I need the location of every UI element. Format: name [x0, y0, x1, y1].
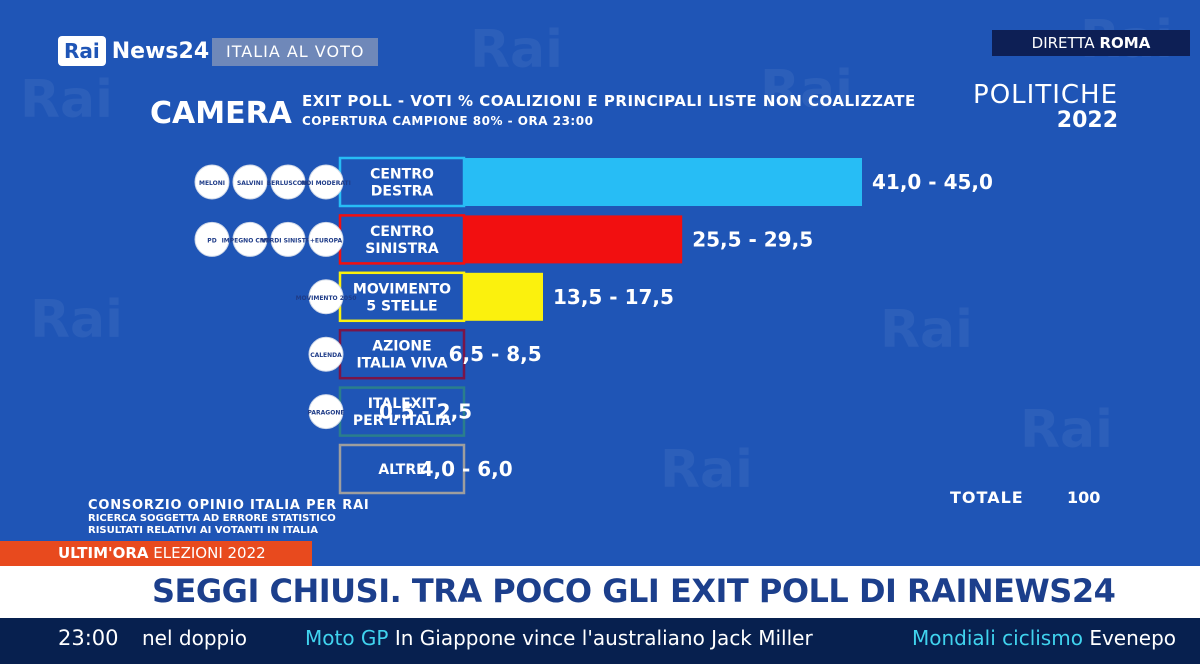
bar-category-label: ITALEXIT: [368, 396, 437, 412]
party-logo-text: PARAGONE: [308, 410, 345, 417]
party-logo-icon: [232, 164, 268, 200]
chamber-title: CAMERA: [150, 96, 292, 131]
crawl-item-topic: Mondiali ciclismo: [912, 626, 1083, 650]
bar-category-label: DESTRA: [371, 184, 434, 200]
event-year: 2022: [1056, 108, 1118, 133]
bar-category-label: AZIONE: [372, 339, 431, 355]
party-logo-icon: [308, 279, 344, 315]
crawl-item-text: nel doppio: [142, 626, 248, 650]
party-logo-text: MOVIMENTO 2050: [296, 295, 357, 302]
party-logo-icon: [194, 164, 230, 200]
live-prefix: DIRETTA: [1031, 34, 1095, 52]
event-title: POLITICHE: [973, 80, 1118, 110]
bar-label-box: [338, 156, 466, 208]
party-logo-text: SALVINI: [237, 180, 263, 187]
live-tag: DIRETTA ROMA: [992, 30, 1190, 56]
logo-news-text: News24: [111, 38, 210, 64]
breaking-news-tag: ULTIM'ORA ELEZIONI 2022: [0, 541, 312, 566]
bar-category-label: CENTRO: [370, 224, 434, 240]
bar-label-box: [338, 386, 466, 437]
crawl-item-text: In Giappone vince l'australiano Jack Mil…: [394, 626, 813, 650]
bar-value-label: 13,5 - 17,5: [553, 285, 674, 309]
bar-category-label: ITALIA VIVA: [356, 356, 447, 372]
party-logo-icon: [194, 221, 230, 257]
bar-category-label: MOVIMENTO: [353, 281, 451, 297]
poll-source: CONSORZIO OPINIO ITALIA PER RAI: [88, 498, 370, 513]
party-logo-text: MELONI: [199, 180, 225, 187]
crawl-item: Moto GP In Giappone vince l'australiano …: [305, 626, 813, 650]
party-logo-text: BERLUSCONI: [267, 180, 310, 187]
party-logo-text: IMPEGNO CIVICO: [222, 237, 279, 244]
chart-coverage: COPERTURA CAMPIONE 80% - ORA 23:00: [302, 114, 594, 128]
bar-category-label: ALTRE: [378, 462, 425, 478]
party-logo-text: CALENDA: [310, 352, 342, 359]
clock: 23:00: [58, 626, 119, 650]
bar-value-label: 0,5 - 2,5: [379, 400, 472, 424]
party-logo-icon: [308, 164, 344, 200]
bar-category-label: PER L'ITALIA: [353, 413, 451, 429]
live-city: ROMA: [1099, 34, 1151, 52]
bar-category-label: CENTRO: [370, 167, 434, 183]
logo-rai-text: Rai: [58, 36, 106, 66]
party-logo-icon: [308, 394, 344, 430]
crawl-item: Mondiali ciclismo Evenepo: [912, 626, 1176, 650]
bar-label-box: [338, 214, 466, 265]
bar-category-label: 5 STELLE: [366, 298, 437, 314]
crawl-item-topic: Moto GP: [305, 626, 389, 650]
bar-label-box: [338, 328, 466, 380]
party-logo-icon: [270, 221, 306, 257]
crawl-item-text: Evenepo: [1089, 626, 1177, 650]
party-logo-icon: [308, 221, 344, 257]
bar-value-label: 41,0 - 45,0: [872, 170, 993, 194]
chart-subtitle: EXIT POLL - VOTI % COALIZIONI E PRINCIPA…: [302, 92, 916, 110]
party-logo-text: VERDI SINISTRA: [261, 237, 316, 244]
party-logo-icon: [270, 164, 306, 200]
bar-category-label: SINISTRA: [365, 241, 439, 257]
bar-label-box: [338, 443, 466, 495]
news-crawl: 23:00 nel doppio Moto GP In Giappone vin…: [0, 618, 1200, 664]
total-value: 100: [1067, 488, 1101, 507]
total-label: TOTALE: [950, 488, 1024, 507]
headline-text: SEGGI CHIUSI. TRA POCO GLI EXIT POLL DI …: [152, 572, 1116, 610]
party-logo-icon: [232, 221, 268, 257]
news-category: ELEZIONI 2022: [153, 544, 266, 562]
party-logo-text: PD: [207, 237, 216, 244]
poll-note-voters: RISULTATI RELATIVI AI VOTANTI IN ITALIA: [88, 525, 318, 536]
rainews24-logo: Rai News24: [58, 34, 209, 68]
bar-value-label: 6,5 - 8,5: [449, 342, 542, 366]
party-logo-text: +EUROPA: [310, 237, 343, 244]
section-tag: ITALIA AL VOTO: [212, 38, 379, 66]
bar-value-label: 4,0 - 6,0: [420, 457, 513, 481]
bar-value-label: 25,5 - 29,5: [692, 227, 813, 251]
party-logo-icon: [308, 336, 344, 372]
headline-bar: [0, 566, 1200, 618]
party-logo-text: NOI MODERATI: [301, 180, 351, 187]
ultim-ora-label: ULTIM'ORA: [58, 544, 149, 562]
bar-label-box: [338, 271, 466, 323]
poll-note-error: RICERCA SOGGETTA AD ERRORE STATISTICO: [88, 513, 336, 524]
